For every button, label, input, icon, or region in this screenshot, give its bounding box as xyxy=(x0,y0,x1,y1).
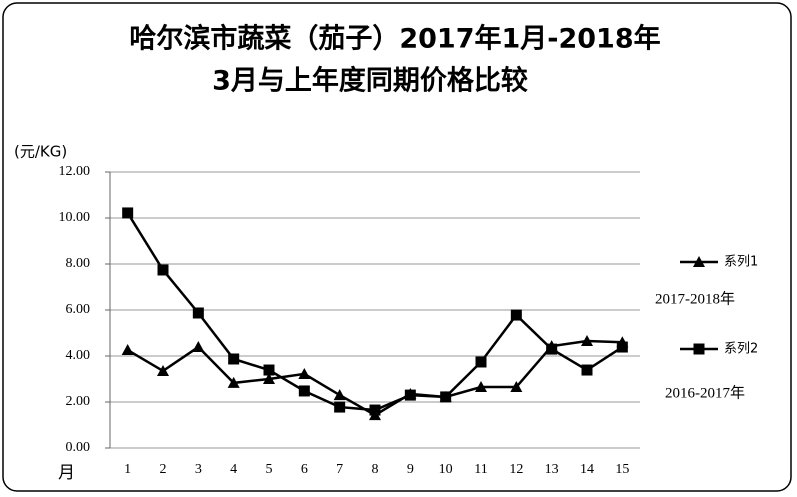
x-tick-label: 10 xyxy=(439,462,453,477)
data-point xyxy=(121,344,134,356)
y-tick-label: 8.00 xyxy=(66,256,91,271)
data-point xyxy=(440,391,452,403)
data-point xyxy=(192,307,204,319)
legend-label: 系列2 xyxy=(724,342,758,357)
y-tick-label: 2.00 xyxy=(66,394,91,409)
data-point xyxy=(334,401,346,413)
data-point xyxy=(157,264,169,276)
data-point xyxy=(369,404,381,416)
x-axis-label: 月 xyxy=(58,463,75,483)
x-tick-label: 4 xyxy=(230,462,237,477)
data-point xyxy=(298,367,311,379)
x-tick-label: 2 xyxy=(160,462,167,477)
x-tick-label: 12 xyxy=(509,462,523,477)
x-tick-label: 9 xyxy=(407,462,414,477)
x-tick-label: 7 xyxy=(336,462,343,477)
y-tick-label: 4.00 xyxy=(66,348,91,363)
annotation: 2017-2018年 xyxy=(655,290,735,307)
y-tick-label: 10.00 xyxy=(59,210,91,225)
legend-label: 系列1 xyxy=(724,255,758,270)
data-point xyxy=(581,335,593,347)
chart-border xyxy=(2,2,792,492)
data-point xyxy=(298,385,310,397)
x-tick-label: 11 xyxy=(474,462,487,477)
x-tick-label: 15 xyxy=(615,462,629,477)
data-point xyxy=(227,376,240,388)
x-tick-label: 5 xyxy=(266,462,273,477)
x-tick-label: 3 xyxy=(195,462,202,477)
x-tick-label: 8 xyxy=(372,462,379,477)
y-axis-label: (元/KG) xyxy=(14,143,67,161)
data-point xyxy=(333,389,346,401)
data-point xyxy=(581,364,593,376)
data-point xyxy=(263,373,275,384)
y-tick-label: 0.00 xyxy=(66,440,91,455)
data-point xyxy=(122,207,134,219)
x-tick-label: 14 xyxy=(580,462,594,477)
data-point xyxy=(510,381,523,393)
y-tick-label: 12.00 xyxy=(59,164,91,179)
data-point xyxy=(404,389,416,401)
data-point xyxy=(263,364,275,376)
chart-title: 3月与上年度同期价格比较 xyxy=(212,65,528,97)
x-tick-label: 13 xyxy=(545,462,559,477)
x-tick-label: 1 xyxy=(124,462,131,477)
data-point xyxy=(546,343,558,355)
legend-marker xyxy=(693,256,705,267)
annotation: 2016-2017年 xyxy=(665,384,745,401)
data-point xyxy=(157,364,169,376)
data-point xyxy=(475,356,487,368)
x-tick-label: 6 xyxy=(301,462,308,477)
data-point xyxy=(475,381,487,393)
data-point xyxy=(192,341,205,353)
legend-marker xyxy=(693,343,705,355)
y-tick-label: 6.00 xyxy=(66,302,91,317)
data-point xyxy=(616,341,628,353)
data-point xyxy=(228,353,240,365)
chart-title: 哈尔滨市蔬菜（茄子）2017年1月-2018年 xyxy=(129,23,660,55)
data-point xyxy=(510,309,522,321)
